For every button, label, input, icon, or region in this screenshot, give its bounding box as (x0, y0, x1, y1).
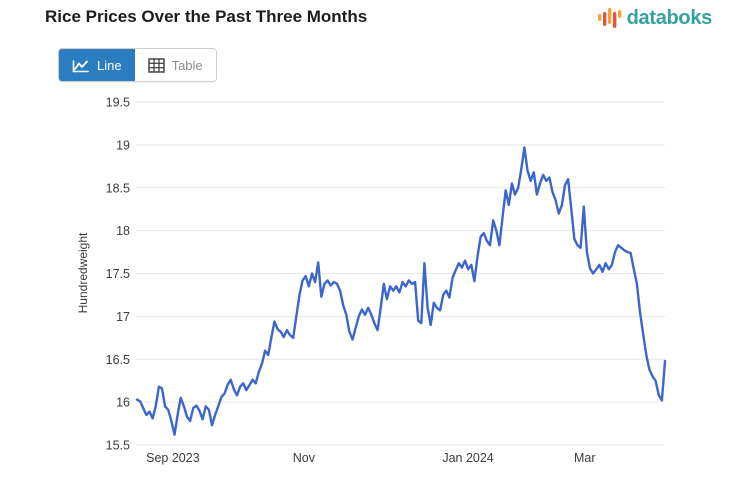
chart-area: 15.5 16 16.5 17 17.5 18 18.5 19 19.5 Sep 2023 Nov J… (0, 88, 753, 488)
table-icon (147, 57, 165, 73)
table-view-label: Table (171, 57, 203, 73)
databoks-logo-icon (597, 8, 621, 28)
line-view-label: Line (97, 57, 122, 73)
page-title: Rice Prices Over the Past Three Months (45, 7, 368, 26)
x-tick-label: Mar (574, 451, 596, 465)
y-tick-label: 19 (116, 138, 130, 152)
x-tick-label: Nov (293, 451, 316, 465)
y-tick-label: 17.5 (106, 267, 130, 281)
table-view-button[interactable]: Table (134, 49, 216, 81)
price-line-series (135, 146, 667, 436)
y-tick-label: 19.5 (106, 96, 130, 110)
y-tick-label: 18.5 (106, 181, 130, 195)
line-chart-icon (72, 59, 89, 72)
y-tick-label: 17 (116, 310, 130, 324)
y-tick-label: 18 (116, 224, 130, 238)
y-axis-title: Hundredweight (76, 232, 90, 313)
y-tick-label: 16 (116, 396, 130, 410)
databoks-logo-text: databoks (626, 7, 713, 29)
chart-view-toggle: Line Table (58, 48, 217, 82)
price-line-chart[interactable]: 15.5 16 16.5 17 17.5 18 18.5 19 19.5 Sep 2023 Nov J… (0, 88, 753, 488)
y-tick-label: 16.5 (106, 353, 130, 367)
x-tick-label: Jan 2024 (442, 451, 493, 465)
line-view-button[interactable]: Line (59, 49, 135, 81)
databoks-logo: databoks (597, 5, 712, 32)
y-tick-label: 15.5 (106, 439, 130, 453)
x-tick-label: Sep 2023 (146, 451, 200, 465)
